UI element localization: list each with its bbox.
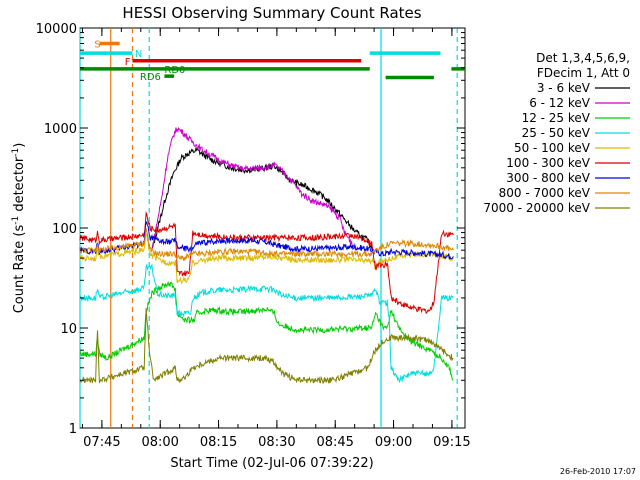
- series-line-3: [79, 262, 454, 383]
- series-line-7: [79, 228, 454, 262]
- x-tick-label-3: 08:30: [258, 435, 295, 450]
- x-tick-label-5: 09:00: [375, 435, 412, 450]
- flag-label-s: S: [94, 39, 100, 50]
- flag-label-n: N: [135, 49, 142, 60]
- series-line-1: [151, 127, 357, 251]
- x-tick-label-0: 07:45: [83, 435, 120, 450]
- series-line-4: [79, 232, 454, 285]
- y-axis-label: Count Rate (s-1 detector-1): [11, 143, 27, 314]
- y-axis-label-main: Count Rate (s: [12, 225, 27, 314]
- y-axis-label-end: ): [12, 143, 27, 148]
- legend-label-8: 7000 - 20000 keV: [483, 201, 590, 215]
- legend-header-1: Det 1,3,4,5,6,9,: [536, 51, 630, 65]
- x-tick-label-6: 09:15: [433, 435, 470, 450]
- y-tick-label-3: 1000: [44, 122, 77, 137]
- time-markers: [79, 28, 458, 428]
- legend-label-5: 100 - 300 keV: [506, 156, 590, 170]
- y-tick-label-0: 1: [69, 422, 77, 437]
- legend-label-6: 300 - 800 keV: [506, 171, 590, 185]
- flag-label-rd0: RD0: [164, 65, 185, 76]
- x-tick-label-4: 08:45: [316, 435, 353, 450]
- footer-date: 26-Feb-2010 17:07: [560, 467, 636, 476]
- x-axis-label: Start Time (02-Jul-06 07:39:22): [170, 456, 373, 471]
- chart-title: HESSI Observing Summary Count Rates: [122, 4, 421, 22]
- series-line-5: [79, 211, 454, 315]
- y-axis-label-sup: -1: [11, 216, 21, 225]
- legend-label-3: 25 - 50 keV: [522, 126, 591, 140]
- series-line-2: [79, 280, 454, 381]
- flag-label-rd6: RD6: [140, 72, 161, 83]
- y-axis-label-mid: detector: [12, 156, 27, 216]
- flag-label-f: F: [125, 57, 131, 68]
- x-axis-ticks: 07:45 08:00 08:15 08:30 08:45 09:00 09:15: [81, 28, 471, 450]
- series-line-8: [79, 307, 454, 385]
- y-tick-label-4: 10000: [36, 22, 77, 37]
- legend-label-2: 12 - 25 keV: [522, 111, 591, 125]
- y-axis-label-sup2: -1: [11, 148, 21, 157]
- legend-label-0: 3 - 6 keV: [537, 81, 591, 95]
- x-tick-label-2: 08:15: [200, 435, 237, 450]
- legend-header-2: FDecim 1, Att 0: [537, 66, 630, 80]
- series-lines: [79, 127, 454, 385]
- y-tick-label-2: 100: [52, 222, 77, 237]
- y-tick-label-1: 10: [60, 322, 77, 337]
- y-axis-ticks: 1 10 100 1000 10000: [36, 22, 465, 437]
- x-tick-label-1: 08:00: [141, 435, 178, 450]
- legend-label-1: 6 - 12 keV: [529, 96, 591, 110]
- legend-label-4: 50 - 100 keV: [514, 141, 591, 155]
- legend-label-7: 800 - 7000 keV: [499, 186, 591, 200]
- legend: Det 1,3,4,5,6,9, FDecim 1, Att 0 3 - 6 k…: [483, 51, 630, 215]
